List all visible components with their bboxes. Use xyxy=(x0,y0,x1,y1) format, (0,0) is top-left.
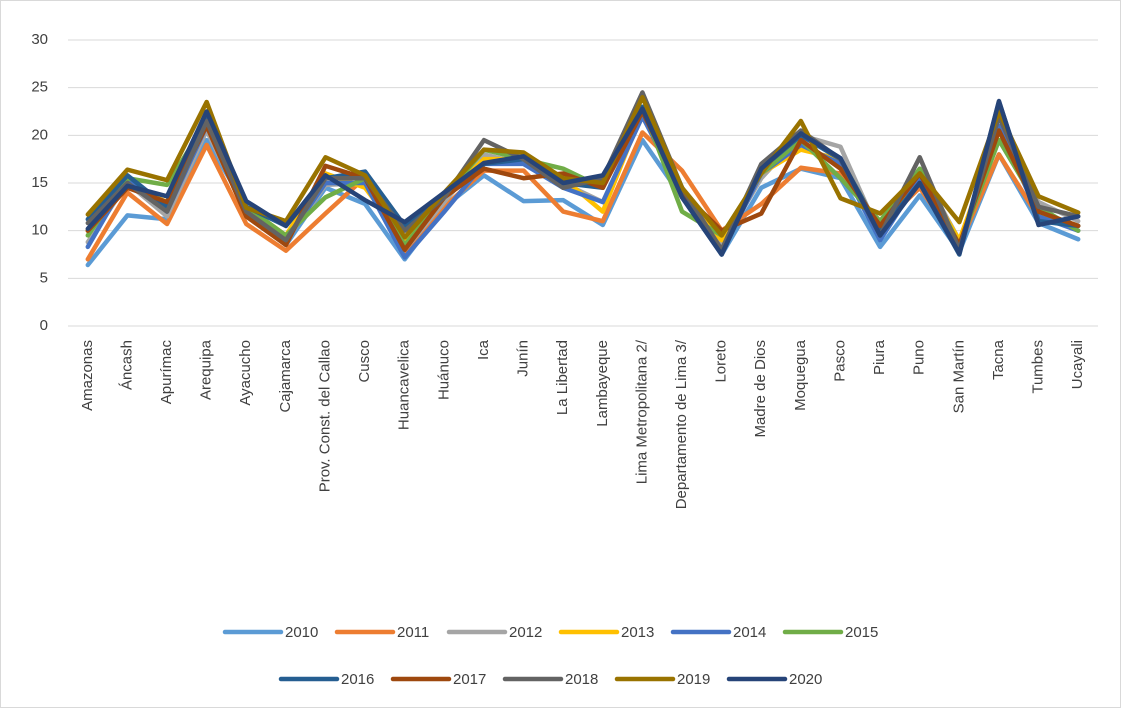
x-tick-label: Ucayali xyxy=(1069,340,1086,389)
y-tick-label: 15 xyxy=(31,174,48,191)
x-tick-label: Huancavelica xyxy=(396,339,413,430)
x-tick-label: Puno xyxy=(911,340,928,375)
x-tick-label: Amazonas xyxy=(79,340,96,411)
y-tick-label: 10 xyxy=(31,222,48,239)
x-tick-label: Ayacucho xyxy=(237,340,254,406)
x-tick-label: Pasco xyxy=(831,340,848,382)
series-line xyxy=(85,98,1081,257)
legend-label: 2019 xyxy=(677,671,710,688)
legend-label: 2017 xyxy=(453,671,486,688)
legend-label: 2013 xyxy=(621,624,654,641)
legend-label: 2010 xyxy=(285,624,318,641)
legend-label: 2016 xyxy=(341,671,374,688)
x-tick-label: Tumbes xyxy=(1030,340,1047,394)
y-tick-label: 5 xyxy=(40,269,48,286)
legend-label: 2018 xyxy=(565,671,598,688)
legend-label: 2014 xyxy=(733,624,766,641)
x-tick-label: Ica xyxy=(475,339,492,360)
x-tick-label: Madre de Dios xyxy=(752,340,769,438)
y-tick-label: 25 xyxy=(31,79,48,96)
y-tick-label: 0 xyxy=(40,317,48,334)
legend-label: 2020 xyxy=(789,671,822,688)
x-tick-label: Huánuco xyxy=(435,340,452,400)
x-tick-label: Lambayeque xyxy=(594,340,611,427)
x-tick-label: Lima Metropolitana 2/ xyxy=(633,339,650,484)
series-line xyxy=(85,90,1081,252)
x-tick-label: Moquegua xyxy=(792,339,809,411)
x-tick-label: Cusco xyxy=(356,340,373,383)
x-tick-label: Loreto xyxy=(713,340,730,383)
x-tick-label: La Libertad xyxy=(554,340,571,415)
y-tick-label: 30 xyxy=(31,31,48,48)
x-tick-label: Áncash xyxy=(118,340,135,390)
legend-label: 2015 xyxy=(845,624,878,641)
x-tick-label: Piura xyxy=(871,339,888,375)
x-tick-label: Cajamarca xyxy=(277,339,294,412)
x-tick-label: Arequipa xyxy=(198,339,215,400)
x-tick-label: Apurímac xyxy=(158,340,175,405)
x-tick-label: Junín xyxy=(515,340,532,377)
x-tick-label: Tacna xyxy=(990,339,1007,380)
x-tick-label: Prov. Const. del Callao xyxy=(316,340,333,492)
x-tick-label: San Martín xyxy=(950,340,967,413)
x-tick-label: Departamento de Lima 3/ xyxy=(673,339,690,509)
y-tick-label: 20 xyxy=(31,126,48,143)
legend-label: 2012 xyxy=(509,624,542,641)
legend-label: 2011 xyxy=(397,624,429,641)
